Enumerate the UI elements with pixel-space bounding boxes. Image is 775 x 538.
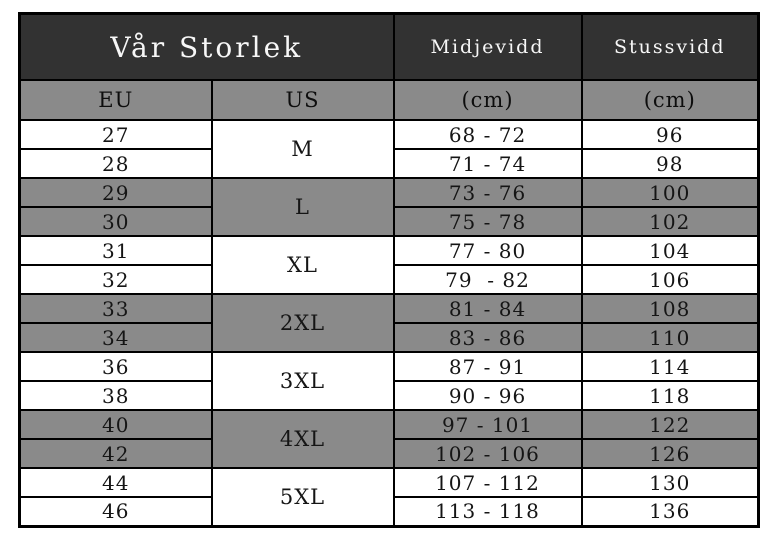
eu-cell: 46 [18, 496, 213, 527]
table-row: 46 113 - 118 136 [18, 496, 760, 527]
hip-cell: 136 [580, 496, 760, 527]
eu-cell: 44 [18, 467, 213, 498]
waist-unit-header: (cm) [392, 79, 583, 121]
eu-cell: 29 [18, 177, 213, 208]
hip-cell: 110 [580, 322, 760, 353]
eu-cell: 28 [18, 148, 213, 179]
hip-cell: 114 [580, 351, 760, 382]
eu-cell: 32 [18, 264, 213, 295]
waist-cell: 71 - 74 [392, 148, 583, 179]
waist-cell: 79 - 82 [392, 264, 583, 295]
hip-cell: 118 [580, 380, 760, 411]
eu-cell: 38 [18, 380, 213, 411]
us-size-cell: XL [210, 235, 395, 295]
eu-cell: 40 [18, 409, 213, 440]
waist-cell: 102 - 106 [392, 438, 583, 469]
waist-cell: 73 - 76 [392, 177, 583, 208]
waist-cell: 107 - 112 [392, 467, 583, 498]
us-size-cell: L [210, 177, 395, 237]
table-row: 28 71 - 74 98 [18, 148, 760, 179]
table-row: 33 2XL 81 - 84 108 [18, 293, 760, 353]
waist-cell: 97 - 101 [392, 409, 583, 440]
hip-column-header: Stussvidd [580, 12, 760, 81]
eu-cell: 33 [18, 293, 213, 324]
waist-cell: 81 - 84 [392, 293, 583, 324]
hip-cell: 130 [580, 467, 760, 498]
table-row: 34 83 - 86 110 [18, 322, 760, 353]
waist-cell: 68 - 72 [392, 119, 583, 150]
table-title-row: Vår Storlek Midjevidd Stussvidd [18, 12, 760, 81]
eu-cell: 34 [18, 322, 213, 353]
table-row: 29 L 73 - 76 100 [18, 177, 760, 237]
hip-cell: 126 [580, 438, 760, 469]
table-subheader-row: EU US (cm) (cm) [18, 79, 760, 121]
eu-cell: 27 [18, 119, 213, 150]
us-size-cell: 2XL [210, 293, 395, 353]
hip-cell: 108 [580, 293, 760, 324]
eu-cell: 42 [18, 438, 213, 469]
waist-column-header: Midjevidd [392, 12, 583, 81]
table-row: 30 75 - 78 102 [18, 206, 760, 237]
waist-cell: 113 - 118 [392, 496, 583, 527]
table-row: 40 4XL 97 - 101 122 [18, 409, 760, 469]
us-size-cell: M [210, 119, 395, 179]
hip-cell: 96 [580, 119, 760, 150]
us-size-cell: 3XL [210, 351, 395, 411]
table-row: 36 3XL 87 - 91 114 [18, 351, 760, 411]
table-row: 44 5XL 107 - 112 130 [18, 467, 760, 527]
table-row: 38 90 - 96 118 [18, 380, 760, 411]
hip-cell: 100 [580, 177, 760, 208]
hip-cell: 122 [580, 409, 760, 440]
hip-cell: 102 [580, 206, 760, 237]
eu-cell: 36 [18, 351, 213, 382]
us-header: US [210, 79, 395, 121]
waist-cell: 75 - 78 [392, 206, 583, 237]
table-row: 32 79 - 82 106 [18, 264, 760, 295]
waist-cell: 90 - 96 [392, 380, 583, 411]
hip-cell: 104 [580, 235, 760, 266]
eu-header: EU [18, 79, 213, 121]
us-size-cell: 4XL [210, 409, 395, 469]
table-row: 42 102 - 106 126 [18, 438, 760, 469]
waist-cell: 83 - 86 [392, 322, 583, 353]
hip-unit-header: (cm) [580, 79, 760, 121]
table-title: Vår Storlek [18, 12, 395, 81]
us-size-cell: 5XL [210, 467, 395, 527]
eu-cell: 31 [18, 235, 213, 266]
table-row: 31 XL 77 - 80 104 [18, 235, 760, 295]
hip-cell: 106 [580, 264, 760, 295]
waist-cell: 77 - 80 [392, 235, 583, 266]
table-row: 27 M 68 - 72 96 [18, 119, 760, 179]
hip-cell: 98 [580, 148, 760, 179]
size-table: Vår Storlek Midjevidd Stussvidd EU US (c… [18, 12, 760, 528]
waist-cell: 87 - 91 [392, 351, 583, 382]
eu-cell: 30 [18, 206, 213, 237]
